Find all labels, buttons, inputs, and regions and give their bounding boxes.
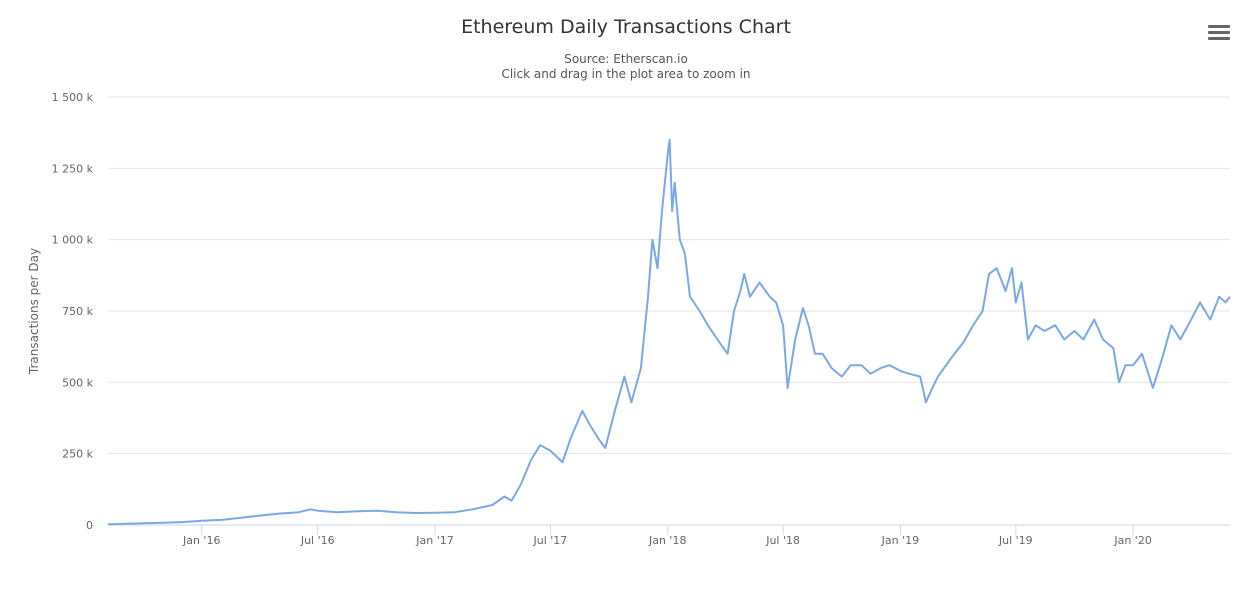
y-tick-label: 1 500 k xyxy=(52,91,94,104)
y-axis-label: Transactions per Day xyxy=(27,248,41,375)
x-tick-label: Jul '16 xyxy=(300,534,335,547)
chart-title: Ethereum Daily Transactions Chart xyxy=(461,16,791,38)
x-tick-label: Jan '18 xyxy=(648,534,686,547)
menu-bar xyxy=(1208,37,1230,40)
chart-subtitle-hint: Click and drag in the plot area to zoom … xyxy=(501,67,751,81)
x-tick-label: Jan '17 xyxy=(415,534,453,547)
y-tick-label: 1 250 k xyxy=(52,162,94,175)
hamburger-menu-icon[interactable] xyxy=(1208,25,1230,43)
gridlines xyxy=(108,96,1230,526)
series-line[interactable] xyxy=(107,138,1231,526)
y-axis-ticks: 0 250 k 500 k 750 k 1 000 k 1 250 k 1 500 k xyxy=(52,91,94,532)
x-tick-label: Jan '20 xyxy=(1113,534,1151,547)
x-tick-label: Jul '19 xyxy=(998,534,1033,547)
series-group xyxy=(107,138,1231,526)
y-tick-label: 0 xyxy=(86,519,93,532)
x-axis-ticks: Jan '16 Jul '16 Jan '17 Jul '17 Jan '18 Jul '… xyxy=(182,525,1152,547)
y-tick-label: 250 k xyxy=(62,448,93,461)
x-tick-label: Jan '16 xyxy=(182,534,220,547)
x-tick-label: Jan '19 xyxy=(881,534,919,547)
menu-bar xyxy=(1208,25,1230,28)
x-tick-label: Jul '18 xyxy=(765,534,800,547)
y-tick-label: 750 k xyxy=(62,305,93,318)
x-tick-label: Jul '17 xyxy=(533,534,568,547)
menu-bar xyxy=(1208,31,1230,34)
y-tick-label: 1 000 k xyxy=(52,234,94,247)
y-tick-label: 500 k xyxy=(62,376,93,389)
chart-subtitle-source: Source: Etherscan.io xyxy=(564,52,688,66)
